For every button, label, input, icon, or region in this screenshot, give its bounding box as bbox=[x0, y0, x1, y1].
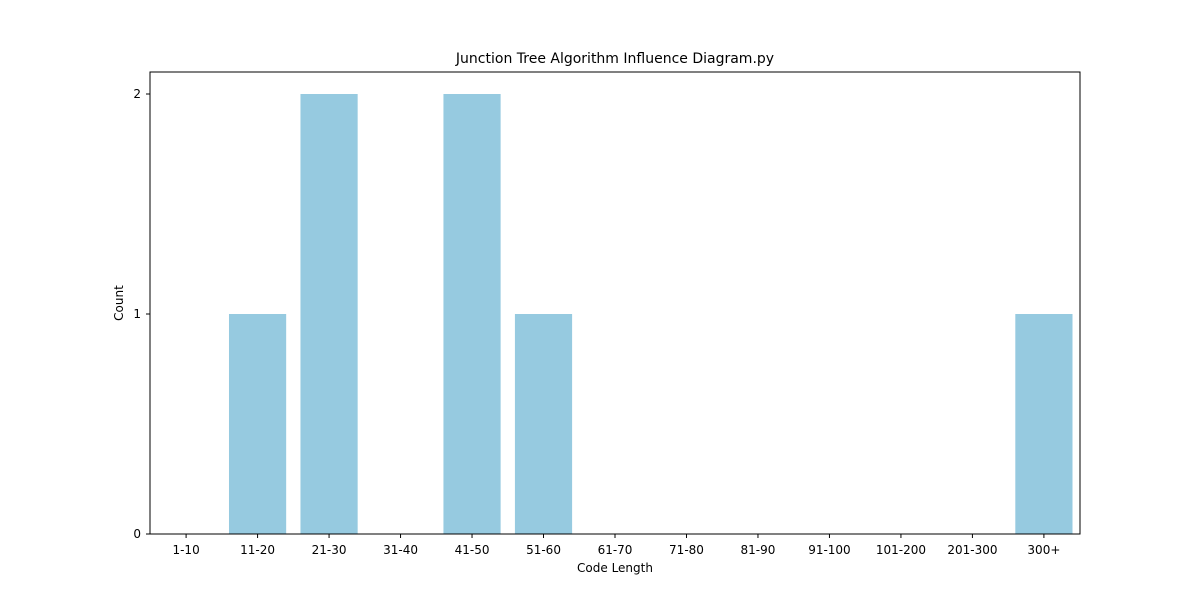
x-tick-label: 31-40 bbox=[383, 543, 418, 557]
plot-frame bbox=[149, 71, 1081, 535]
y-tick-label: 0 bbox=[133, 527, 141, 541]
x-tick-label: 71-80 bbox=[669, 543, 704, 557]
x-tick-label: 51-60 bbox=[526, 543, 561, 557]
bar-11-20 bbox=[228, 314, 287, 534]
y-tick-label: 1 bbox=[133, 307, 141, 321]
bar-21-30 bbox=[300, 94, 358, 534]
x-tick-label: 300+ bbox=[1027, 543, 1060, 557]
x-tick-label: 101-200 bbox=[876, 543, 926, 557]
x-axis-label: Code Length bbox=[577, 561, 653, 575]
y-axis-ticks: 0 1 2 bbox=[133, 87, 150, 541]
chart-title: Junction Tree Algorithm Influence Diagra… bbox=[455, 51, 774, 67]
y-tick-label: 2 bbox=[133, 87, 141, 101]
bars-group bbox=[228, 94, 1073, 534]
x-tick-label: 1-10 bbox=[172, 543, 199, 557]
bar-51-60 bbox=[514, 314, 573, 534]
x-tick-label: 201-300 bbox=[947, 543, 997, 557]
bar-41-50 bbox=[443, 94, 501, 534]
y-axis-label: Count bbox=[112, 285, 126, 321]
bar-300+ bbox=[1015, 314, 1073, 534]
x-tick-label: 61-70 bbox=[598, 543, 633, 557]
x-tick-label: 21-30 bbox=[312, 543, 347, 557]
x-tick-label: 91-100 bbox=[808, 543, 851, 557]
x-tick-label: 11-20 bbox=[240, 543, 275, 557]
x-axis-ticks: 1-10 11-20 21-30 31-40 41-50 51-60 61-70 71-80 8… bbox=[172, 534, 1060, 557]
x-tick-label: 41-50 bbox=[455, 543, 490, 557]
x-tick-label: 81-90 bbox=[741, 543, 776, 557]
